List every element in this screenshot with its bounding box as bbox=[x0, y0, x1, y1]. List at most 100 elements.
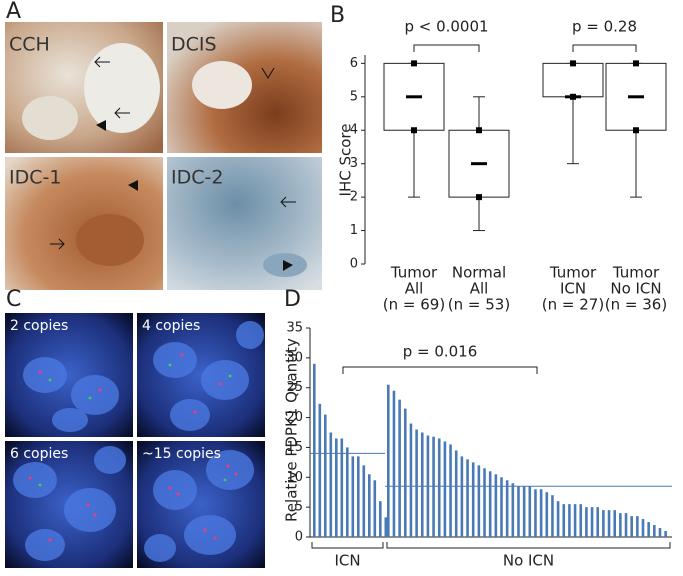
tumor-nest bbox=[76, 214, 144, 266]
box bbox=[542, 62, 604, 98]
significance-bracket bbox=[342, 366, 538, 374]
x-tick-label: ICN bbox=[560, 280, 586, 298]
y-tick-label: 6 bbox=[350, 56, 358, 71]
bar bbox=[368, 474, 371, 537]
y-tick-label: 20 bbox=[286, 410, 303, 425]
bar bbox=[545, 492, 549, 537]
significance-bracket bbox=[572, 44, 637, 52]
x-tick-label: All bbox=[405, 280, 424, 298]
bar bbox=[420, 432, 424, 537]
bar bbox=[351, 456, 355, 537]
bar bbox=[528, 486, 532, 537]
fish-signals bbox=[28, 353, 238, 542]
bar bbox=[466, 459, 469, 537]
bar bbox=[619, 513, 622, 537]
bar bbox=[403, 408, 407, 537]
bar bbox=[573, 504, 577, 537]
bar bbox=[449, 444, 452, 537]
image-label: IDC-2 bbox=[171, 167, 223, 189]
bar bbox=[624, 513, 628, 537]
quartile-marker bbox=[633, 60, 639, 67]
arrowhead bbox=[128, 180, 138, 191]
image-label: ~15 copies bbox=[142, 446, 221, 462]
x-tick-label: Tumor bbox=[549, 264, 597, 282]
x-tick-label: (n = 53) bbox=[448, 296, 510, 314]
x-tick-label: (n = 69) bbox=[383, 296, 445, 314]
y-tick-label: 35 bbox=[286, 321, 303, 336]
duct-lumen bbox=[84, 43, 160, 133]
arrowhead bbox=[96, 120, 106, 131]
y-axis-label: Relative PDPK1 Quantity bbox=[283, 338, 301, 522]
duct-lumen bbox=[192, 61, 252, 109]
bar bbox=[443, 441, 447, 537]
y-tick-label: 0 bbox=[350, 257, 358, 272]
y-axis-label: IHC Score bbox=[337, 124, 355, 197]
arrowhead bbox=[283, 260, 293, 271]
bar bbox=[556, 501, 560, 537]
bar bbox=[664, 531, 667, 537]
bar bbox=[517, 486, 520, 537]
y-tick-label: 10 bbox=[286, 470, 303, 485]
bar bbox=[522, 486, 526, 537]
bar bbox=[340, 438, 344, 537]
x-tick-label: All bbox=[470, 280, 489, 298]
y-tick-label: 5 bbox=[350, 89, 358, 104]
bar bbox=[539, 489, 543, 537]
bar bbox=[454, 450, 458, 537]
bar bbox=[641, 519, 645, 537]
bar bbox=[392, 390, 396, 537]
panel-a-images bbox=[5, 22, 322, 290]
panel-label: B bbox=[330, 3, 345, 28]
bar bbox=[460, 456, 464, 537]
bar bbox=[471, 462, 475, 537]
x-tick-label: (n = 27) bbox=[542, 296, 604, 314]
quartile-marker bbox=[570, 60, 576, 67]
y-tick-label: 0 bbox=[295, 530, 303, 545]
group-bracket bbox=[386, 542, 671, 549]
bar bbox=[409, 423, 413, 537]
y-tick-label: 15 bbox=[286, 440, 303, 455]
x-tick-label: No ICN bbox=[610, 280, 661, 298]
quartile-marker bbox=[633, 127, 639, 134]
arrow bbox=[50, 196, 296, 250]
bar bbox=[585, 507, 588, 537]
bar bbox=[630, 516, 633, 537]
y-tick-label: 30 bbox=[286, 350, 303, 365]
image-label: CCH bbox=[9, 34, 50, 56]
bar bbox=[607, 510, 611, 537]
y-tick-label: 1 bbox=[350, 223, 358, 238]
bar bbox=[477, 465, 481, 537]
image-label: 4 copies bbox=[142, 318, 200, 334]
group-bracket bbox=[311, 542, 384, 549]
x-tick-label: Tumor bbox=[612, 264, 660, 282]
image-label: DCIS bbox=[171, 34, 217, 56]
bar bbox=[505, 480, 509, 537]
bar bbox=[647, 522, 650, 537]
p-value: p = 0.016 bbox=[403, 343, 478, 361]
quartile-marker bbox=[476, 127, 482, 134]
bar bbox=[653, 525, 656, 537]
y-tick-label: 4 bbox=[350, 123, 358, 138]
bar bbox=[373, 480, 377, 537]
duct-lumen bbox=[22, 96, 78, 140]
bar bbox=[437, 438, 441, 537]
bar bbox=[329, 432, 333, 537]
bar bbox=[602, 510, 605, 537]
bar bbox=[613, 510, 616, 537]
image-label: 6 copies bbox=[10, 446, 68, 462]
p-value: p < 0.0001 bbox=[404, 18, 488, 36]
bar bbox=[432, 436, 435, 537]
bar bbox=[579, 504, 583, 537]
bar bbox=[362, 465, 366, 537]
bar bbox=[384, 517, 388, 537]
y-tick-label: 5 bbox=[295, 500, 303, 515]
panel-label: D bbox=[284, 287, 301, 312]
bar bbox=[596, 507, 600, 537]
bar bbox=[415, 429, 418, 537]
y-tick-label: 3 bbox=[350, 156, 358, 171]
bar bbox=[494, 474, 498, 537]
p-value: p = 0.28 bbox=[572, 18, 637, 36]
y-tick-label: 25 bbox=[286, 380, 303, 395]
panel-c-images bbox=[5, 313, 265, 568]
bar bbox=[568, 504, 571, 537]
